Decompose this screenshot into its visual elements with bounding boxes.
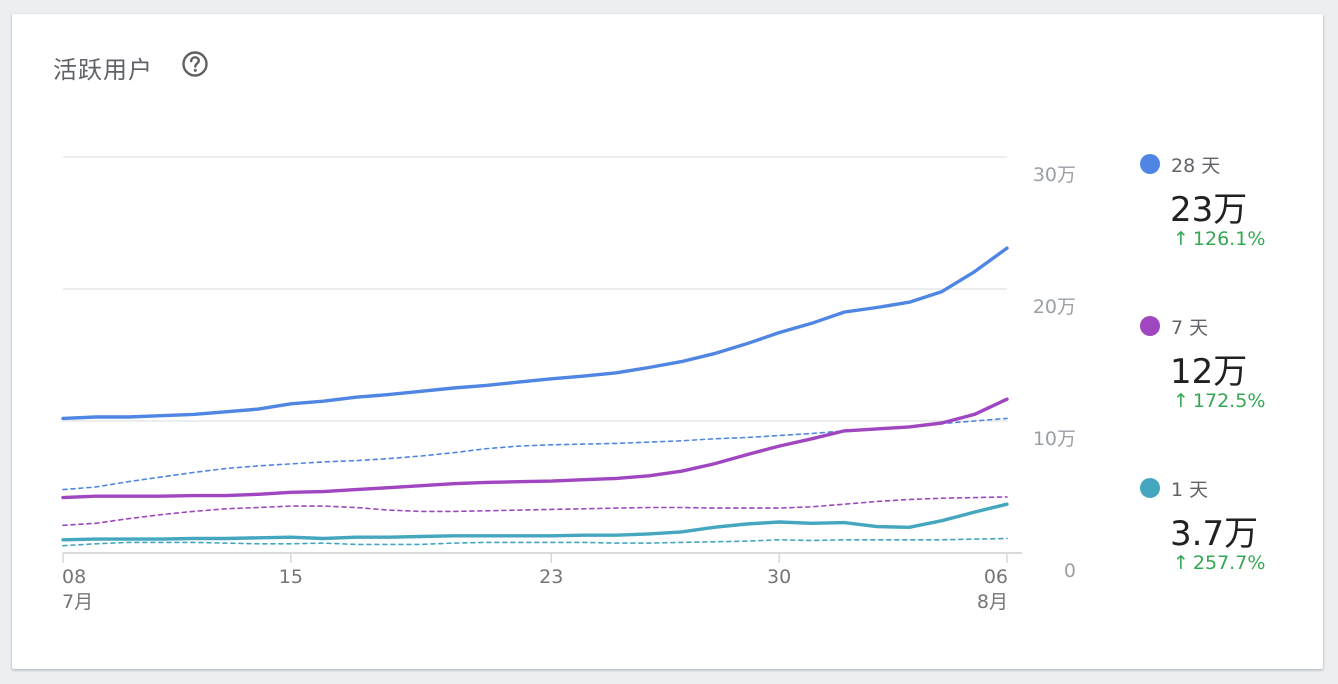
legend-dot-28-day [1140,154,1160,174]
series-line-previous-7-天[interactable] [62,496,1008,527]
legend-name: 1 天 [1171,479,1209,501]
legend-change: ↑ 172.5% [1173,390,1266,412]
series-lines [61,246,1009,547]
legend-value: 23万 [1170,190,1248,230]
arrow-up-icon: ↑ [1173,552,1189,574]
series-line-previous-28-天[interactable] [62,417,1008,491]
x-tick-label: 30 [767,566,791,588]
series-line-1-天[interactable] [61,502,1009,542]
x-axis-ticks: 08 7月 15 23 30 06 8月 [62,553,1008,613]
x-tick-month-label: 8月 [977,591,1008,613]
legend-value: 3.7万 [1170,514,1259,554]
arrow-up-icon: ↑ [1173,228,1189,250]
y-tick-label: 10万 [1033,428,1076,450]
legend-name: 28 天 [1171,155,1221,177]
y-axis-ticks: 0 10万 20万 30万 [1033,164,1076,582]
x-tick-label: 15 [279,566,303,588]
y-tick-label: 20万 [1033,296,1076,318]
x-tick-label: 23 [539,566,563,588]
x-tick-month-label: 7月 [62,591,93,613]
legend-name: 7 天 [1171,317,1209,339]
legend-value: 12万 [1170,352,1248,392]
arrow-up-icon: ↑ [1173,390,1189,412]
y-tick-label: 30万 [1033,164,1076,186]
legend-dot-7-day [1140,316,1160,336]
legend-change: ↑ 126.1% [1173,228,1266,250]
series-line-28-天[interactable] [61,246,1009,421]
x-tick-label: 08 [62,566,86,588]
series-line-previous-1-天[interactable] [62,537,1008,547]
help-circle-icon[interactable] [181,50,209,78]
y-tick-label: 0 [1064,560,1076,582]
series-line-7-天[interactable] [61,397,1009,500]
active-users-card: 活跃用户 [12,14,1323,669]
legend-change: ↑ 257.7% [1173,552,1266,574]
grid-lines [63,156,1022,554]
x-tick-label: 06 [984,566,1008,588]
legend-dot-1-day [1140,478,1160,498]
card-title: 活跃用户 [53,56,153,84]
